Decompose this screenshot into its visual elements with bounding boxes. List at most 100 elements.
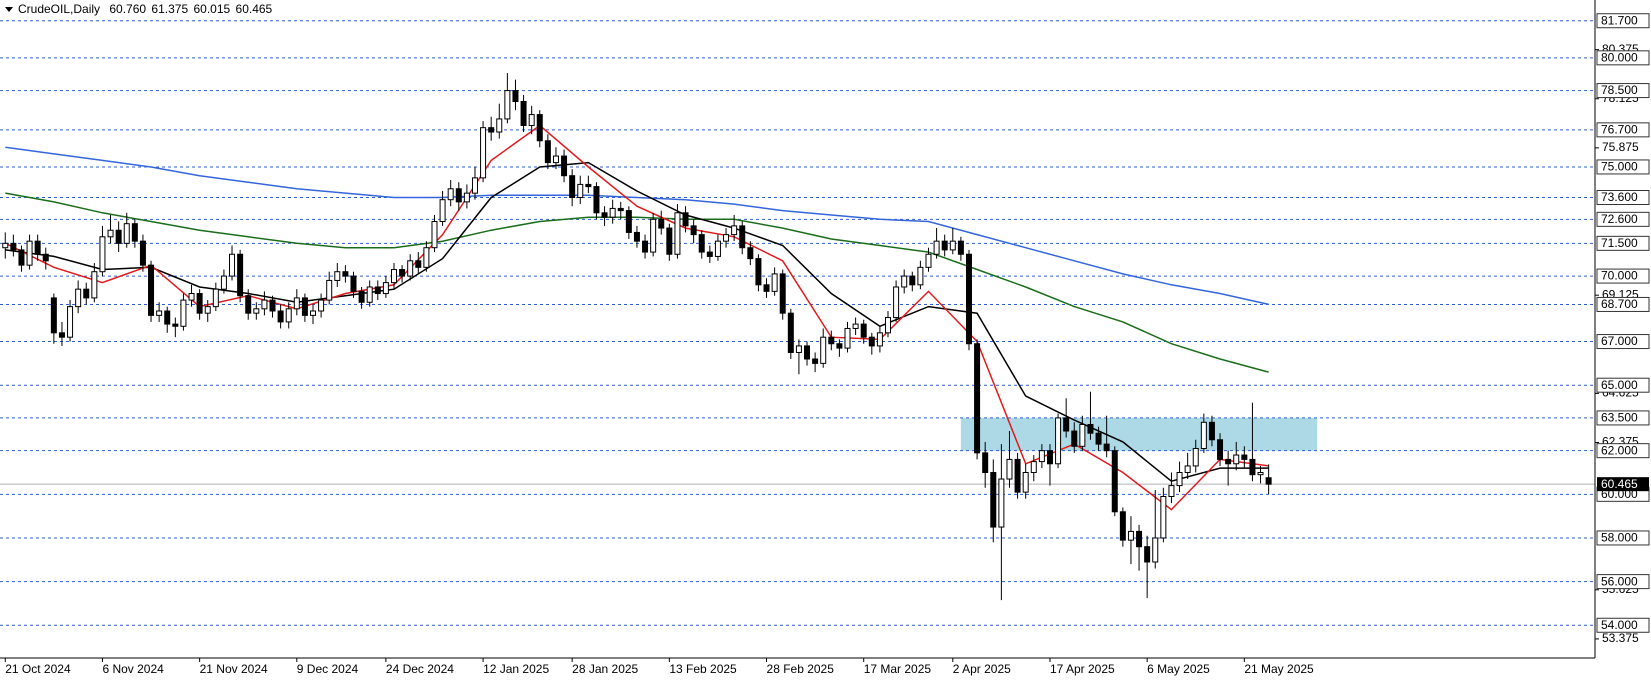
candle-body — [204, 306, 211, 314]
candle-body — [42, 253, 49, 262]
candle-body — [1127, 530, 1134, 541]
x-tick-label: 9 Dec 2024 — [297, 662, 359, 676]
candle-body — [577, 183, 584, 199]
x-tick-label: 28 Feb 2025 — [767, 662, 835, 676]
candle-body — [18, 249, 25, 266]
candle-body — [58, 332, 65, 338]
candle-body — [447, 188, 454, 201]
candle-body — [1006, 458, 1013, 480]
candle-body — [455, 188, 462, 203]
level-label-box — [1596, 530, 1650, 546]
candle-body — [974, 343, 981, 454]
candle-body — [67, 306, 74, 338]
x-tick-label: 21 May 2025 — [1244, 662, 1314, 676]
y-tick-label: 75.875 — [1602, 140, 1639, 154]
candle-body — [836, 343, 843, 349]
candle-body — [318, 299, 325, 312]
candle-body — [34, 240, 41, 255]
candle-body — [480, 127, 487, 179]
x-tick-label: 6 Nov 2024 — [102, 662, 164, 676]
level-label-box — [1596, 617, 1650, 633]
candle-body — [658, 218, 665, 229]
candle-body — [917, 266, 924, 286]
x-tick-label: 13 Feb 2025 — [669, 662, 737, 676]
candle-body — [528, 114, 535, 126]
level-label: 80.000 — [1601, 51, 1638, 65]
candle-body — [390, 269, 397, 284]
candle-body — [50, 297, 57, 334]
candle-body — [965, 253, 972, 345]
candle-body — [698, 234, 705, 253]
x-tick-label: 21 Oct 2024 — [5, 662, 71, 676]
level-label: 63.500 — [1601, 411, 1638, 425]
low-value: 60.015 — [193, 2, 230, 16]
level-label: 68.700 — [1601, 297, 1638, 311]
candle-body — [172, 323, 179, 327]
level-label: 73.600 — [1601, 190, 1638, 204]
candle-body — [334, 271, 341, 281]
candle-body — [139, 240, 146, 266]
candle-body — [1095, 432, 1102, 445]
candle-body — [763, 284, 770, 292]
candle-body — [512, 90, 519, 102]
level-label: 81.700 — [1601, 13, 1638, 27]
candle-body — [310, 310, 317, 316]
level-label-box — [1596, 443, 1650, 459]
plot-area — [0, 20, 1595, 626]
candle-body — [1176, 471, 1183, 487]
candle-body — [690, 225, 697, 236]
candle-body — [1103, 443, 1110, 452]
chart-header: CrudeOIL,Daily 60.760 61.375 60.015 60.4… — [18, 2, 273, 16]
moving-average — [5, 146, 1269, 306]
candle-body — [75, 288, 82, 308]
candle-body — [99, 236, 106, 273]
candle-body — [755, 258, 762, 286]
candle-body — [1071, 430, 1078, 447]
level-label-box — [1596, 377, 1650, 393]
candle-body — [261, 299, 268, 310]
candle-body — [488, 127, 495, 133]
candle-body — [933, 240, 940, 255]
candle-body — [1063, 417, 1070, 432]
candle-body — [650, 218, 657, 253]
candle-body — [342, 271, 349, 277]
candle-body — [1249, 458, 1256, 476]
candle-body — [1079, 423, 1086, 447]
candle-body — [245, 295, 252, 314]
candle-body — [625, 210, 632, 233]
candle-body — [1241, 454, 1248, 460]
candle-body — [471, 177, 478, 194]
menu-arrow[interactable] — [5, 7, 13, 12]
candle-body — [585, 183, 592, 188]
level-label-box — [1596, 211, 1650, 227]
candle-body — [253, 308, 260, 314]
level-label: 58.000 — [1601, 531, 1638, 545]
candle-body — [860, 323, 867, 338]
candle-body — [723, 234, 730, 242]
candle-body — [1257, 471, 1264, 476]
candle-body — [844, 327, 851, 349]
moving-average — [5, 192, 1269, 373]
candle-body — [1087, 423, 1094, 434]
candle-body — [787, 312, 794, 353]
candle-body — [1233, 454, 1240, 465]
candle-body — [1038, 450, 1045, 463]
candle-body — [779, 273, 786, 314]
candle-body — [1030, 461, 1037, 473]
x-tick-label: 12 Jan 2025 — [483, 662, 549, 676]
candle-body — [552, 155, 559, 164]
candle-body — [771, 273, 778, 292]
candle-body — [982, 452, 989, 473]
candle-body — [925, 253, 932, 268]
candle-body — [269, 299, 276, 312]
level-label-box — [1596, 190, 1650, 206]
level-label-box — [1596, 50, 1650, 66]
candle-body — [990, 471, 997, 528]
candle-body — [747, 247, 754, 260]
last-price-box — [1597, 477, 1649, 492]
candle-body — [1208, 421, 1215, 441]
candle-body — [439, 199, 446, 223]
candle-body — [1055, 417, 1062, 465]
candle-body — [1152, 537, 1159, 563]
level-label-box — [1596, 410, 1650, 426]
